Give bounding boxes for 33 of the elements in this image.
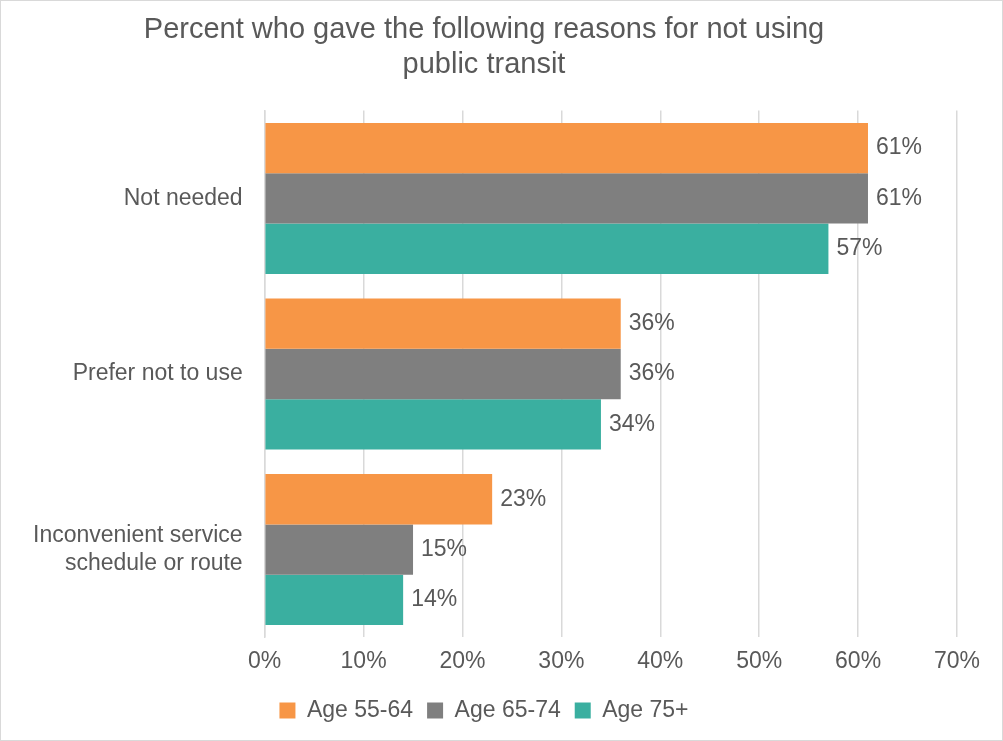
bar bbox=[265, 298, 621, 349]
x-tick-label: 20% bbox=[439, 646, 486, 673]
y-tick-label: Not needed bbox=[123, 183, 243, 210]
bar bbox=[265, 223, 829, 274]
data-label: 15% bbox=[421, 534, 468, 561]
data-label: 61% bbox=[875, 183, 923, 210]
data-label: 61% bbox=[875, 133, 923, 160]
bar bbox=[265, 399, 601, 450]
legend-label: Age 75+ bbox=[602, 695, 689, 722]
chart-title: Percent who gave the following reasons for not using public transit bbox=[143, 12, 825, 80]
data-label: 57% bbox=[836, 234, 883, 261]
x-tick-label: 60% bbox=[835, 646, 882, 673]
x-tick-label: 50% bbox=[736, 646, 783, 673]
data-label: 14% bbox=[411, 585, 458, 612]
x-tick-label: 40% bbox=[637, 646, 684, 673]
y-tick-label: Prefer not to use bbox=[72, 359, 243, 386]
data-label: 34% bbox=[608, 409, 655, 436]
bar bbox=[265, 173, 868, 224]
x-tick-label: 10% bbox=[340, 646, 387, 673]
data-label: 23% bbox=[500, 484, 547, 511]
bar bbox=[265, 348, 621, 400]
x-tick-label: 30% bbox=[538, 646, 585, 673]
x-tick-label: 0% bbox=[248, 646, 282, 673]
bar bbox=[265, 524, 414, 575]
bar bbox=[265, 574, 404, 626]
bar bbox=[265, 474, 493, 525]
y-tick-label: Inconvenient service schedule or route bbox=[32, 521, 243, 575]
bar bbox=[265, 122, 868, 174]
legend-label: Age 65-74 bbox=[454, 695, 561, 722]
data-label: 36% bbox=[628, 309, 675, 336]
legend-label: Age 55-64 bbox=[306, 695, 414, 722]
x-tick-label: 70% bbox=[933, 646, 981, 673]
data-label: 36% bbox=[628, 359, 675, 386]
